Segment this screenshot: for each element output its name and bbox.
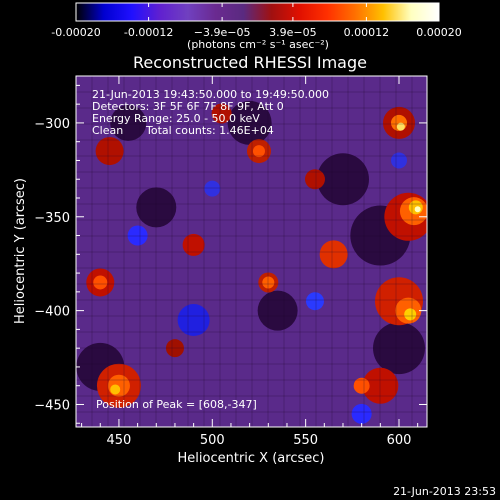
colorbar-tick-label: -0.00012 [124, 26, 173, 39]
chart-title: Reconstructed RHESSI Image [133, 53, 367, 72]
y-tick-label: −400 [34, 305, 70, 320]
heatmap-blob [252, 145, 265, 158]
colorbar-units: (photons cm⁻² s⁻¹ asec⁻²) [187, 38, 329, 51]
heatmap-blob [404, 308, 417, 321]
time-range-annotation: 21-Jun-2013 19:43:50.000 to 19:49:50.000 [92, 88, 329, 101]
colorbar-tick-label: −3.9e−05 [194, 26, 251, 39]
heatmap-blob [304, 169, 325, 190]
y-axis-label: Heliocentric Y (arcsec) [13, 178, 28, 324]
heatmap-blob [110, 104, 147, 141]
heatmap-image [76, 76, 427, 427]
heatmap-blob [414, 206, 421, 213]
energy-annotation: Energy Range: 25.0 - 50.0 keV [92, 112, 260, 125]
heatmap-blob [316, 153, 369, 206]
heatmap-blob [257, 290, 298, 331]
y-tick-label: −450 [34, 398, 70, 413]
heatmap-blob [390, 152, 407, 169]
x-tick-label: 500 [200, 433, 225, 448]
heatmap-blob [211, 103, 232, 124]
x-tick-label: 550 [293, 433, 318, 448]
colorbar-tick-label: -0.00020 [51, 26, 100, 39]
x-axis-label: Heliocentric X (arcsec) [178, 451, 325, 466]
colorbar-tick-label: 0.00012 [344, 26, 390, 39]
heatmap-blob [93, 275, 108, 290]
footer-timestamp: 21-Jun-2013 23:53 [393, 485, 496, 498]
colorbar-ticks: -0.00020 -0.00012 −3.9e−05 3.9e−05 0.00012 0.… [51, 3, 462, 39]
colorbar-gradient [76, 3, 439, 21]
heatmap-blob [177, 304, 210, 337]
heatmap-blob [95, 137, 124, 166]
heatmap-blob [372, 322, 425, 375]
heatmap-blob [351, 403, 372, 424]
y-tick-label: −350 [34, 211, 70, 226]
heatmap-blob [107, 374, 130, 397]
heatmap-blob [319, 240, 348, 269]
colorbar-tick-label: 0.00020 [416, 26, 462, 39]
heatmap-blob [204, 180, 221, 197]
colorbar: -0.00020 -0.00012 −3.9e−05 3.9e−05 0.00012 0.… [51, 2, 462, 51]
x-tick-label: 600 [387, 433, 412, 448]
heatmap-blob [305, 292, 324, 311]
plot-frame [75, 75, 428, 428]
heatmap-blob [110, 384, 121, 395]
y-tick-label: −300 [34, 117, 70, 132]
heatmap-blob [136, 187, 177, 228]
heatmap-blob [262, 276, 275, 289]
peak-annotation: Position of Peak = [608,-347] [96, 398, 257, 411]
heatmap-blob [353, 377, 370, 394]
detectors-annotation: Detectors: 3F 5F 6F 7F 8F 9F, Att 0 [92, 100, 284, 113]
heatmap-blob [165, 339, 184, 358]
method-annotation: Clean [92, 124, 123, 137]
heatmap-blob [396, 122, 405, 131]
colorbar-frame [75, 2, 440, 22]
x-tick-label: 450 [107, 433, 132, 448]
x-axis: 450 500 550 600 [81, 76, 419, 448]
heatmap-area [75, 75, 428, 428]
heatmap-blob [362, 367, 399, 404]
heatmap-blob [227, 100, 272, 145]
y-axis: −300 −350 −400 −450 [34, 84, 427, 424]
colorbar-tick-label: 3.9e−05 [269, 26, 316, 39]
heatmap-blob [127, 225, 148, 246]
heatmap-blob [182, 233, 205, 256]
counts-annotation: Total counts: 1.46E+04 [145, 124, 274, 137]
plot-annotations: 21-Jun-2013 19:43:50.000 to 19:49:50.000… [92, 88, 329, 411]
